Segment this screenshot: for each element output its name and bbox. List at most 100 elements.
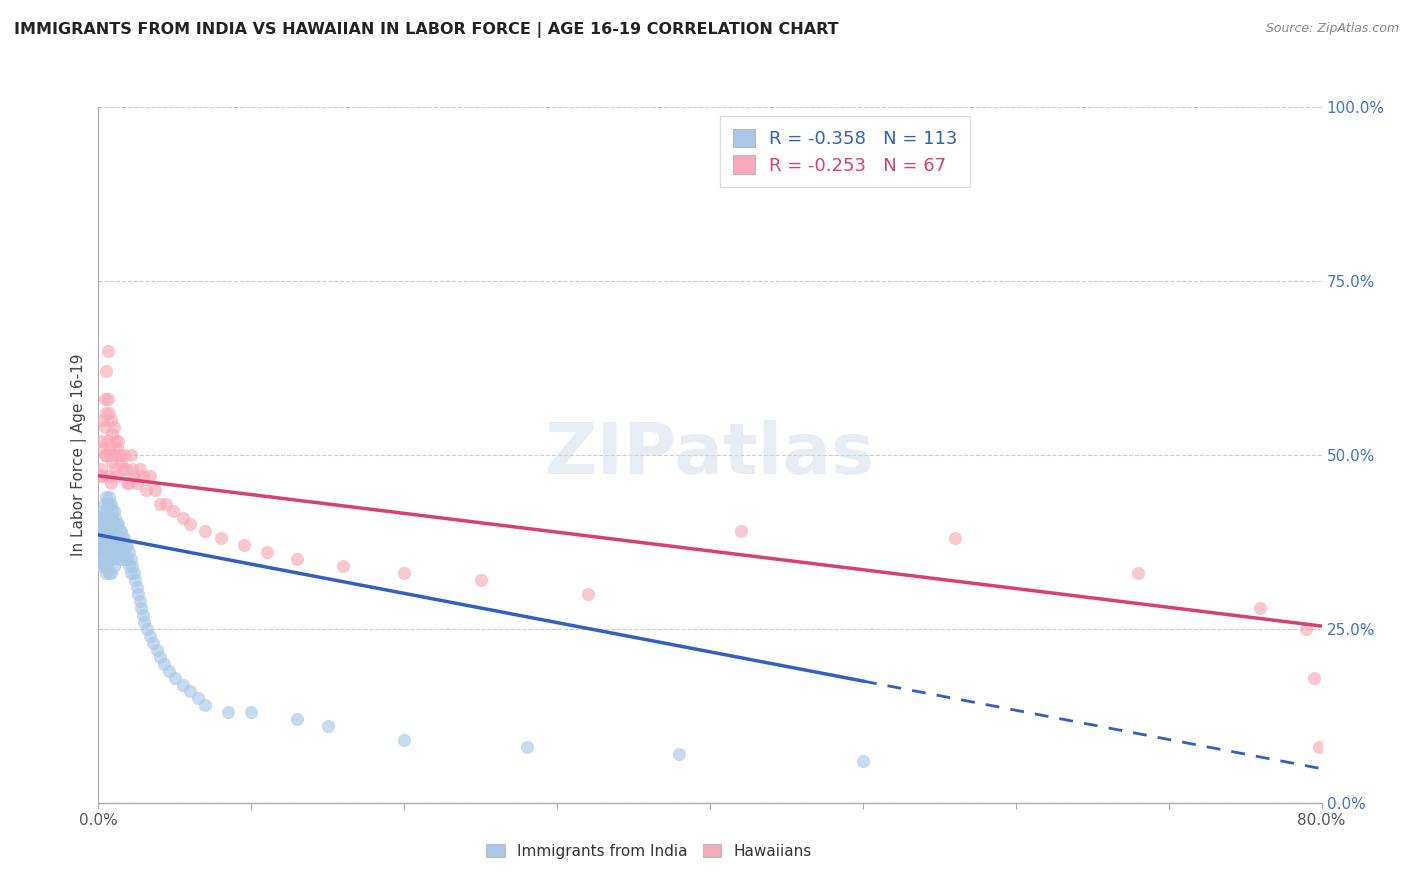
Point <box>91 503 114 517</box>
Point <box>135 483 157 497</box>
Point <box>104 434 127 448</box>
Point <box>115 552 138 566</box>
Point <box>97 392 120 407</box>
Point <box>576 587 599 601</box>
Point <box>94 448 117 462</box>
Point <box>112 532 135 546</box>
Point <box>97 434 120 448</box>
Point <box>120 448 142 462</box>
Point <box>285 712 308 726</box>
Point <box>101 538 124 552</box>
Point <box>117 552 139 566</box>
Point <box>392 566 416 581</box>
Point <box>122 468 145 483</box>
Point <box>101 503 124 517</box>
Point <box>101 427 124 442</box>
Point <box>101 455 124 469</box>
Point <box>104 510 127 524</box>
Point <box>91 413 114 427</box>
Point <box>103 420 125 434</box>
Point <box>97 510 120 524</box>
Point <box>103 517 125 532</box>
Point <box>98 510 121 524</box>
Point <box>143 483 166 497</box>
Point <box>668 747 690 761</box>
Point <box>1308 740 1330 755</box>
Point <box>194 698 217 713</box>
Point <box>129 601 152 615</box>
Point <box>100 413 122 427</box>
Point <box>118 545 141 559</box>
Point <box>108 524 131 539</box>
Point <box>94 524 117 539</box>
Point <box>97 497 120 511</box>
Point <box>104 524 127 539</box>
Point <box>124 573 146 587</box>
Point <box>111 532 134 546</box>
Point <box>94 566 117 581</box>
Point <box>132 468 155 483</box>
Point <box>93 448 115 462</box>
Point <box>111 545 134 559</box>
Point <box>112 545 135 559</box>
Point <box>97 552 120 566</box>
Point <box>93 497 115 511</box>
Point <box>94 545 117 559</box>
Point <box>121 462 143 476</box>
Point <box>179 684 201 698</box>
Point <box>172 677 194 691</box>
Text: Source: ZipAtlas.com: Source: ZipAtlas.com <box>1265 22 1399 36</box>
Point <box>103 532 125 546</box>
Point <box>89 468 111 483</box>
Point <box>117 538 139 552</box>
Point <box>94 364 117 378</box>
Point <box>100 510 122 524</box>
Y-axis label: In Labor Force | Age 16-19: In Labor Force | Age 16-19 <box>72 353 87 557</box>
Point <box>145 642 167 657</box>
Point <box>108 448 131 462</box>
Point <box>128 594 150 608</box>
Point <box>101 510 124 524</box>
Point <box>115 462 138 476</box>
Point <box>98 441 121 455</box>
Point <box>187 691 209 706</box>
Point <box>107 545 129 559</box>
Point <box>94 559 117 574</box>
Point <box>516 740 538 755</box>
Point <box>89 545 111 559</box>
Point <box>103 448 125 462</box>
Point <box>470 573 492 587</box>
Point <box>90 462 112 476</box>
Point <box>110 552 132 566</box>
Point <box>139 468 162 483</box>
Point <box>97 524 120 539</box>
Point <box>100 497 122 511</box>
Point <box>94 503 117 517</box>
Point <box>730 524 752 539</box>
Text: IMMIGRANTS FROM INDIA VS HAWAIIAN IN LABOR FORCE | AGE 16-19 CORRELATION CHART: IMMIGRANTS FROM INDIA VS HAWAIIAN IN LAB… <box>14 22 839 38</box>
Point <box>110 538 132 552</box>
Point <box>217 706 239 720</box>
Point <box>89 538 111 552</box>
Point <box>100 524 122 539</box>
Point <box>105 532 128 546</box>
Point <box>105 545 128 559</box>
Point <box>90 559 112 574</box>
Point <box>1303 671 1326 685</box>
Point <box>120 566 142 581</box>
Legend: Immigrants from India, Hawaiians: Immigrants from India, Hawaiians <box>481 838 817 864</box>
Point <box>122 566 145 581</box>
Point <box>93 392 115 407</box>
Point <box>163 671 186 685</box>
Point <box>232 538 254 552</box>
Point <box>104 538 127 552</box>
Point <box>155 497 177 511</box>
Point <box>108 538 131 552</box>
Point <box>98 406 121 420</box>
Point <box>94 406 117 420</box>
Point <box>136 622 159 636</box>
Point <box>94 510 117 524</box>
Point <box>98 538 121 552</box>
Point <box>93 420 115 434</box>
Point <box>97 538 120 552</box>
